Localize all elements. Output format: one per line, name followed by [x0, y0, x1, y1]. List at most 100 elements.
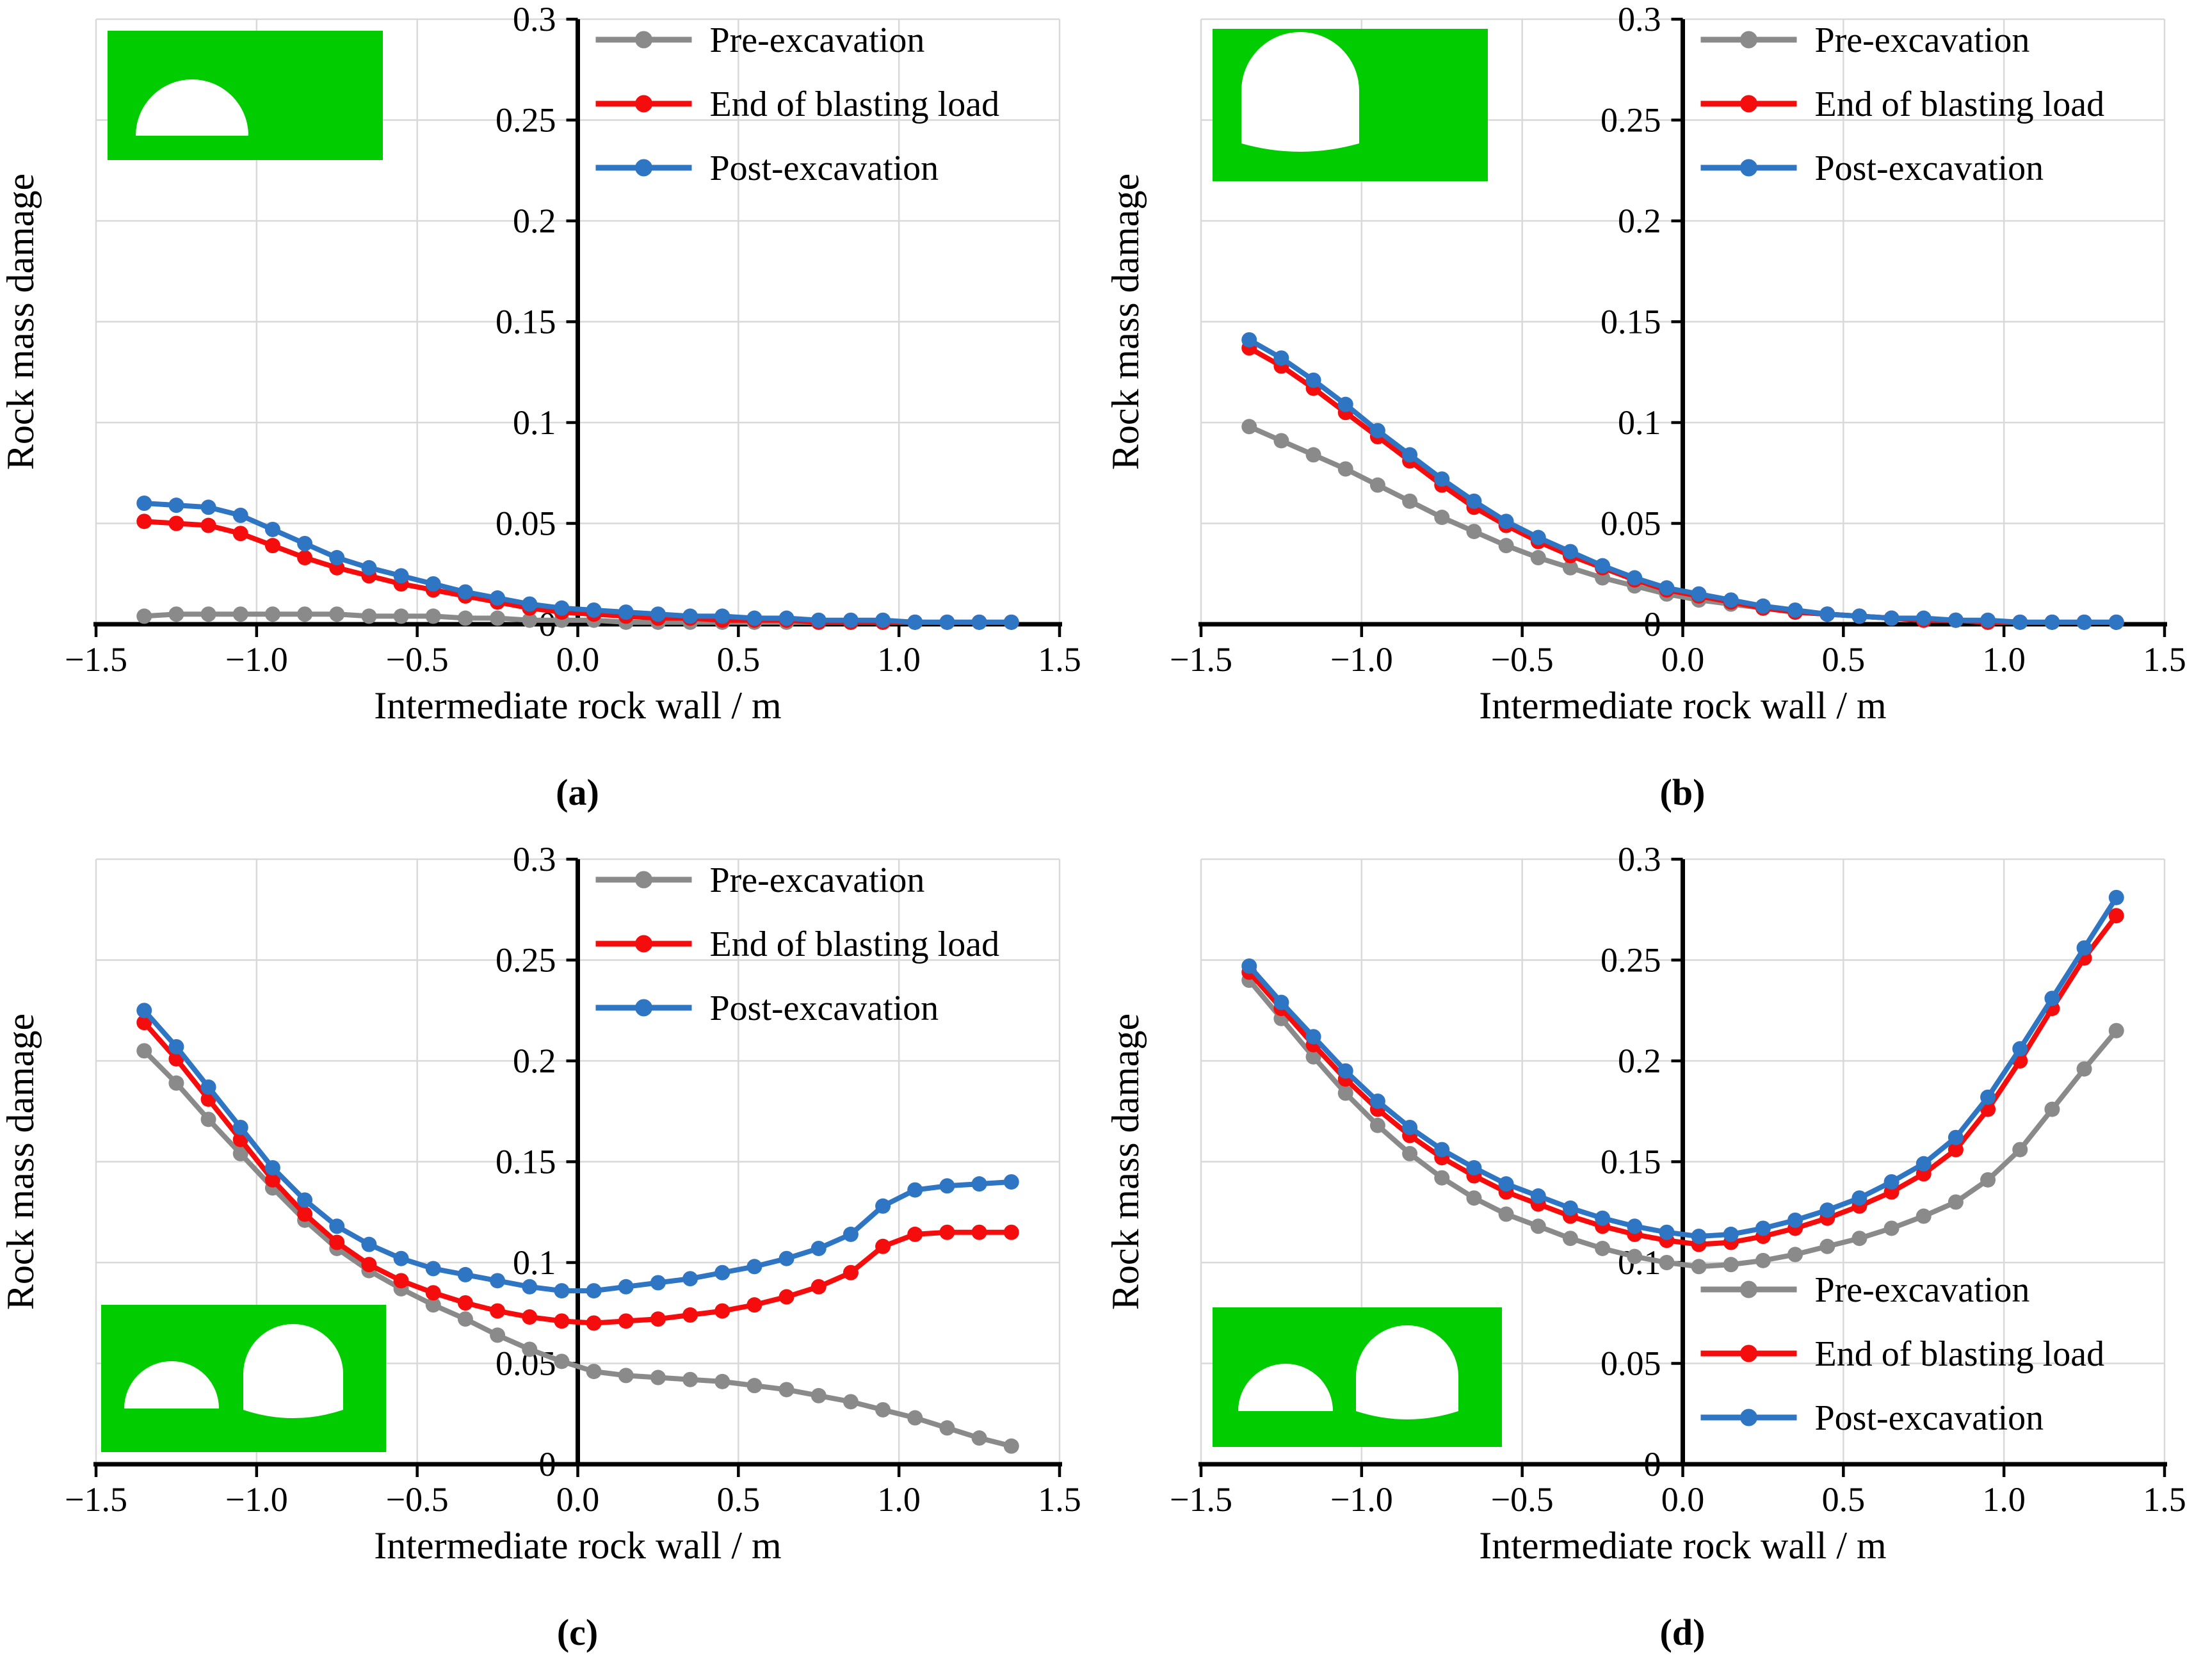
svg-text:0: 0 — [1644, 1445, 1661, 1483]
svg-text:−0.5: −0.5 — [386, 640, 449, 679]
svg-text:−1.0: −1.0 — [225, 640, 288, 679]
svg-text:0.1: 0.1 — [513, 1243, 556, 1282]
series-pre-excavation — [1241, 973, 2124, 1275]
chart-canvas-d: −1.5 −1.0 −0.5 0.0 0.5 1.0 1.500.050.10.150.20… — [1105, 840, 2186, 1567]
svg-text:−1.5: −1.5 — [1170, 1480, 1232, 1519]
svg-text:0: 0 — [539, 1445, 556, 1483]
svg-text:0.5: 0.5 — [717, 640, 761, 679]
svg-text:−0.5: −0.5 — [386, 1480, 449, 1519]
svg-text:0.0: 0.0 — [556, 640, 600, 679]
svg-text:Post-excavation: Post-excavation — [1815, 149, 2044, 188]
svg-text:0.15: 0.15 — [496, 1143, 556, 1181]
legend: Pre-excavation End of blasting load Post-e… — [595, 860, 1000, 1028]
svg-text:Pre-excavation: Pre-excavation — [1815, 20, 2030, 60]
svg-text:1.0: 1.0 — [1982, 1480, 2026, 1519]
tick-labels: −1.5 −1.0 −0.5 0.0 0.5 1.0 1.500.050.10.150.20… — [65, 0, 1081, 679]
svg-text:1.0: 1.0 — [877, 640, 921, 679]
tunnel-section-inset — [101, 1305, 386, 1452]
svg-text:Rock mass damage: Rock mass damage — [1105, 174, 1147, 470]
tick-labels: −1.5 −1.0 −0.5 0.0 0.5 1.0 1.500.050.10.150.20… — [65, 840, 1081, 1519]
svg-text:Pre-excavation: Pre-excavation — [710, 20, 925, 60]
axis-titles: Intermediate rock wall / m Rock mass dama… — [0, 1014, 782, 1567]
svg-text:0.2: 0.2 — [513, 1042, 556, 1080]
svg-text:0.15: 0.15 — [1601, 303, 1661, 341]
svg-text:Pre-excavation: Pre-excavation — [710, 860, 925, 900]
chart-panel-a: −1.5 −1.0 −0.5 0.0 0.5 1.0 1.5 0 0.05 0.1 0.15 0.2 0… — [0, 0, 1105, 840]
svg-text:Post-excavation: Post-excavation — [710, 989, 939, 1028]
svg-text:−1.0: −1.0 — [1330, 640, 1393, 679]
svg-text:Rock mass damage: Rock mass damage — [0, 174, 42, 470]
svg-text:−0.5: −0.5 — [1491, 640, 1554, 679]
panel-caption-c: (c) — [556, 1611, 599, 1653]
svg-text:Rock mass damage: Rock mass damage — [0, 1014, 42, 1310]
tunnel-section-inset — [1213, 1307, 1502, 1447]
legend: Pre-excavation End of blasting load Post-e… — [595, 20, 1000, 188]
legend: Pre-excavation End of blasting load Post-e… — [1700, 20, 2105, 188]
svg-text:0.25: 0.25 — [1601, 941, 1661, 980]
panel-caption-a: (a) — [556, 771, 599, 813]
svg-text:Rock mass damage: Rock mass damage — [1105, 1014, 1147, 1310]
svg-text:Intermediate rock wall / m: Intermediate rock wall / m — [1479, 1524, 1886, 1567]
chart-canvas-b: −1.5 −1.0 −0.5 0.0 0.5 1.0 1.5 0 0.05 0.1 0.15 0.2 0… — [1105, 0, 2186, 727]
series-post-excavation — [136, 1003, 1019, 1299]
chart-panel-b: −1.5 −1.0 −0.5 0.0 0.5 1.0 1.5 0 0.05 0.1 0.15 0.2 0… — [1105, 0, 2210, 840]
tunnel-section-inset — [108, 31, 383, 160]
panel-caption-b: (b) — [1659, 771, 1706, 813]
svg-text:Post-excavation: Post-excavation — [710, 149, 939, 188]
legend: Pre-excavation End of blasting load Post-e… — [1700, 1270, 2105, 1438]
svg-text:1.0: 1.0 — [877, 1480, 921, 1519]
svg-text:0.2: 0.2 — [1618, 202, 1661, 240]
svg-text:0.3: 0.3 — [513, 0, 556, 38]
svg-text:Pre-excavation: Pre-excavation — [1815, 1270, 2030, 1310]
svg-text:0.25: 0.25 — [496, 941, 556, 980]
svg-text:Post-excavation: Post-excavation — [1815, 1398, 2044, 1438]
svg-text:0.5: 0.5 — [717, 1480, 761, 1519]
svg-text:−1.5: −1.5 — [65, 1480, 127, 1519]
tunnel-section-inset — [1213, 29, 1488, 181]
chart-panel-d: −1.5 −1.0 −0.5 0.0 0.5 1.0 1.5 0 0.05 0.1 0.15 0.2 0… — [1105, 840, 2210, 1680]
chart-panel-c: −1.5 −1.0 −0.5 0.0 0.5 1.0 1.5 0 0.05 0.1 0.15 0.2 0… — [0, 840, 1105, 1680]
svg-text:0.2: 0.2 — [1618, 1042, 1661, 1080]
svg-text:0.5: 0.5 — [1822, 1480, 1866, 1519]
svg-text:0.0: 0.0 — [1661, 1480, 1705, 1519]
series-post-excavation — [136, 496, 1019, 630]
svg-text:0.0: 0.0 — [1661, 640, 1705, 679]
svg-text:0.0: 0.0 — [556, 1480, 600, 1519]
series-post-excavation — [1241, 332, 2124, 630]
svg-text:0: 0 — [1644, 605, 1661, 643]
svg-text:0.05: 0.05 — [1601, 1345, 1661, 1383]
svg-text:End of blasting load: End of blasting load — [1815, 85, 2105, 124]
tick-labels: −1.5 −1.0 −0.5 0.0 0.5 1.0 1.500.050.10.150.20… — [1170, 840, 2186, 1519]
axis-titles: Intermediate rock wall / m Rock mass dama… — [0, 174, 782, 727]
svg-text:0.05: 0.05 — [1601, 505, 1661, 543]
svg-text:Intermediate rock wall / m: Intermediate rock wall / m — [374, 684, 781, 727]
svg-text:0.2: 0.2 — [513, 202, 556, 240]
svg-text:1.5: 1.5 — [1038, 640, 1081, 679]
svg-text:0.25: 0.25 — [1601, 101, 1661, 140]
series-post-excavation — [1241, 889, 2124, 1245]
svg-text:1.5: 1.5 — [1038, 1480, 1081, 1519]
svg-text:−1.5: −1.5 — [65, 640, 127, 679]
svg-text:1.5: 1.5 — [2143, 640, 2186, 679]
svg-text:Intermediate rock wall / m: Intermediate rock wall / m — [1479, 684, 1886, 727]
series-pre-excavation — [136, 1043, 1019, 1454]
axes — [1198, 857, 2167, 1477]
tick-labels: −1.5 −1.0 −0.5 0.0 0.5 1.0 1.500.050.10.150.20… — [1170, 0, 2186, 679]
svg-text:0.5: 0.5 — [1822, 640, 1866, 679]
axis-titles: Intermediate rock wall / m Rock mass dama… — [1105, 1014, 1887, 1567]
svg-text:−1.0: −1.0 — [1330, 1480, 1393, 1519]
svg-text:0.3: 0.3 — [513, 840, 556, 878]
chart-canvas-c: −1.5 −1.0 −0.5 0.0 0.5 1.0 1.500.050.10.150.20… — [0, 840, 1081, 1567]
svg-text:End of blasting load: End of blasting load — [1815, 1334, 2105, 1374]
svg-text:End of blasting load: End of blasting load — [710, 85, 1000, 124]
series-end-of-blasting-load — [136, 1015, 1019, 1331]
svg-text:0.3: 0.3 — [1618, 840, 1661, 878]
svg-text:1.5: 1.5 — [2143, 1480, 2186, 1519]
axis-titles: Intermediate rock wall / m Rock mass dama… — [1105, 174, 1887, 727]
svg-text:End of blasting load: End of blasting load — [710, 925, 1000, 964]
panel-caption-d: (d) — [1659, 1611, 1706, 1653]
svg-text:0.1: 0.1 — [513, 403, 556, 442]
svg-text:1.0: 1.0 — [1982, 640, 2026, 679]
svg-text:−0.5: −0.5 — [1491, 1480, 1554, 1519]
chart-canvas-a: −1.5 −1.0 −0.5 0.0 0.5 1.0 1.500.050.10.150.20… — [0, 0, 1081, 727]
